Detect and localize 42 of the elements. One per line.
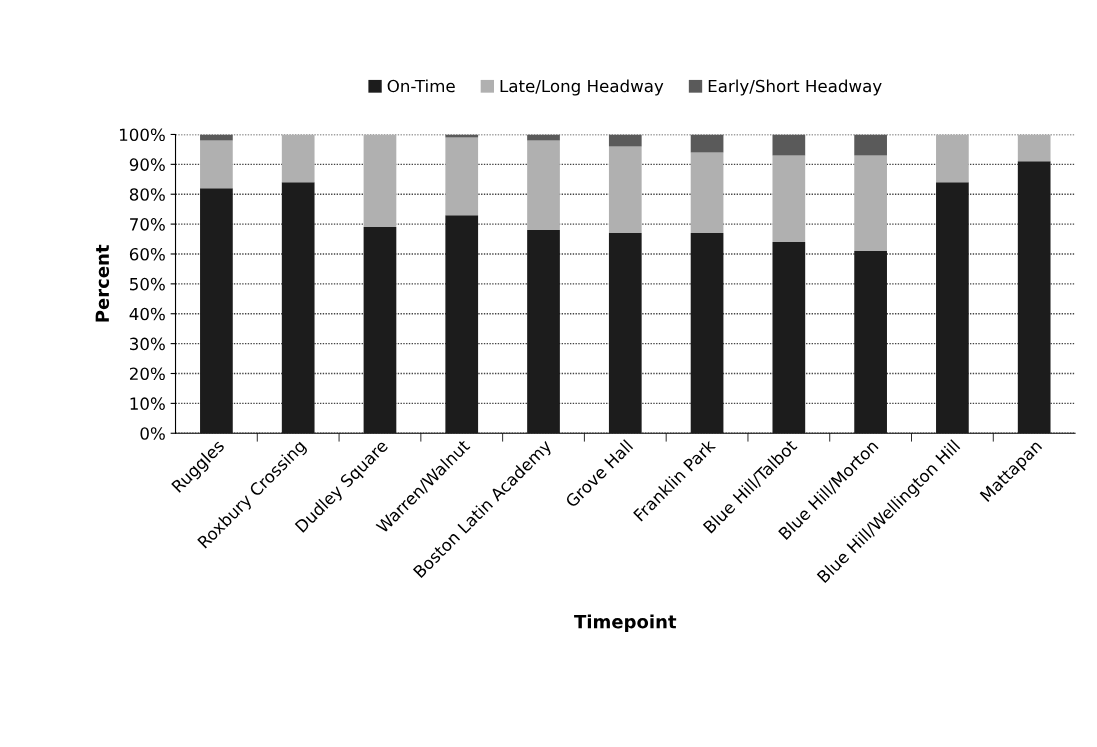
bar	[608, 146, 642, 234]
bar	[1017, 161, 1051, 434]
y-tick-label: 70%	[130, 218, 165, 231]
y-tick-label: 100%	[119, 128, 165, 142]
bar	[854, 155, 887, 251]
y-tick-label: 0%	[140, 427, 165, 440]
bar	[772, 155, 806, 243]
bar	[690, 134, 724, 153]
bar	[690, 152, 724, 234]
legend-label: On-Time	[387, 79, 455, 93]
bar	[1017, 134, 1051, 162]
bar	[690, 233, 724, 434]
y-tick-label: 50%	[130, 277, 165, 291]
bar	[854, 134, 887, 156]
bar	[445, 215, 479, 434]
bar	[200, 188, 233, 434]
bar	[281, 182, 315, 434]
y-tick-label: 40%	[129, 307, 165, 321]
bar	[445, 137, 479, 216]
y-tick-label: 80%	[129, 188, 165, 201]
bar	[281, 134, 315, 183]
y-tick-label: 20%	[129, 367, 165, 381]
y-tick-label: 90%	[129, 158, 165, 171]
bar	[936, 134, 969, 183]
bar	[608, 134, 642, 147]
bar	[608, 233, 642, 434]
legend-label: Early/Short Headway	[708, 79, 882, 96]
x-axis-title: Timepoint	[574, 614, 677, 632]
bar	[854, 250, 887, 434]
bar	[527, 230, 560, 434]
y-tick-label: 60%	[129, 247, 165, 261]
y-tick-label: 10%	[130, 397, 165, 410]
bar	[772, 242, 806, 434]
bar	[363, 227, 397, 434]
bar	[527, 140, 560, 231]
bar	[363, 134, 397, 228]
bar	[772, 134, 806, 156]
y-tick-label: 30%	[130, 337, 165, 351]
bar	[936, 182, 969, 434]
legend-label: Late/Long Headway	[500, 79, 664, 96]
y-axis-title: Percent	[95, 244, 110, 322]
bar	[200, 140, 233, 189]
